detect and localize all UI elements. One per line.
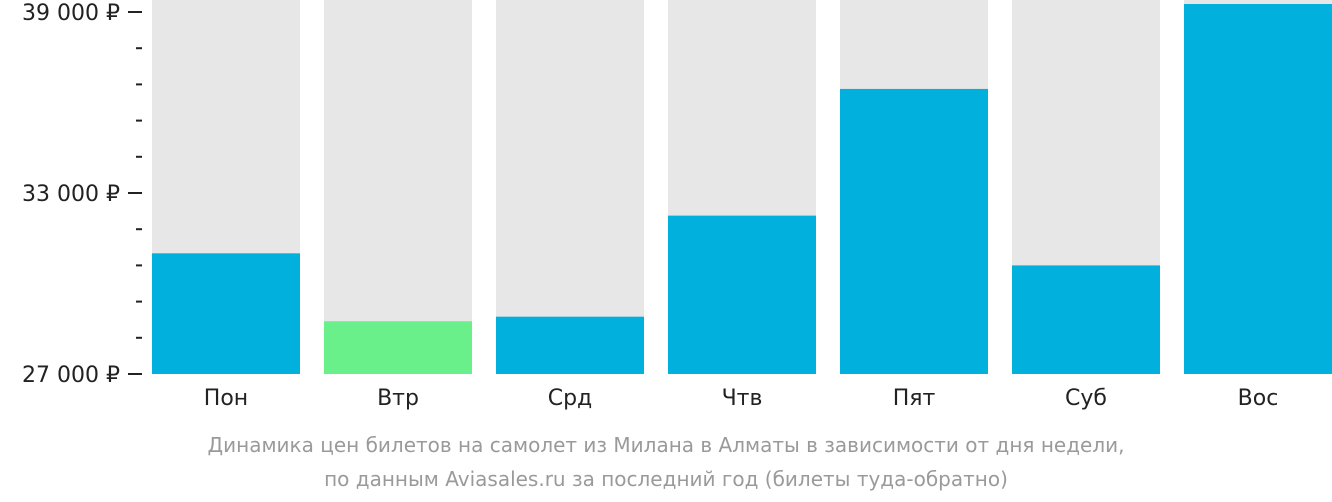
- bar-6: [1012, 265, 1160, 374]
- chart-caption-line-1: Динамика цен билетов на самолет из Милан…: [207, 433, 1125, 457]
- category-label-7: Вос: [1238, 386, 1279, 411]
- y-tick-label-2: 33 000 ₽: [22, 182, 120, 207]
- bar-3: [496, 316, 644, 374]
- bar-4: [668, 215, 816, 374]
- bar-2: [324, 321, 472, 374]
- y-tick-label-3: 27 000 ₽: [22, 363, 120, 388]
- category-label-5: Пят: [893, 386, 936, 411]
- chart-caption-line-2: по данным Aviasales.ru за последний год …: [324, 467, 1008, 491]
- y-tick-label-1: 39 000 ₽: [22, 1, 120, 26]
- bar-1: [152, 253, 300, 374]
- category-label-3: Срд: [548, 386, 593, 411]
- category-label-2: Втр: [377, 386, 419, 411]
- bar-5: [840, 88, 988, 375]
- bar-7: [1184, 4, 1332, 374]
- bar-background-3: [496, 0, 644, 374]
- category-label-1: Пон: [204, 386, 248, 411]
- category-label-4: Чтв: [722, 386, 763, 411]
- bar-background-2: [324, 0, 472, 374]
- category-label-6: Суб: [1065, 386, 1107, 411]
- price-by-weekday-chart: Пон Втр Срд Чтв Пят Суб Вос 39 000 ₽ 33 000 ₽ 27 …: [22, 0, 1332, 411]
